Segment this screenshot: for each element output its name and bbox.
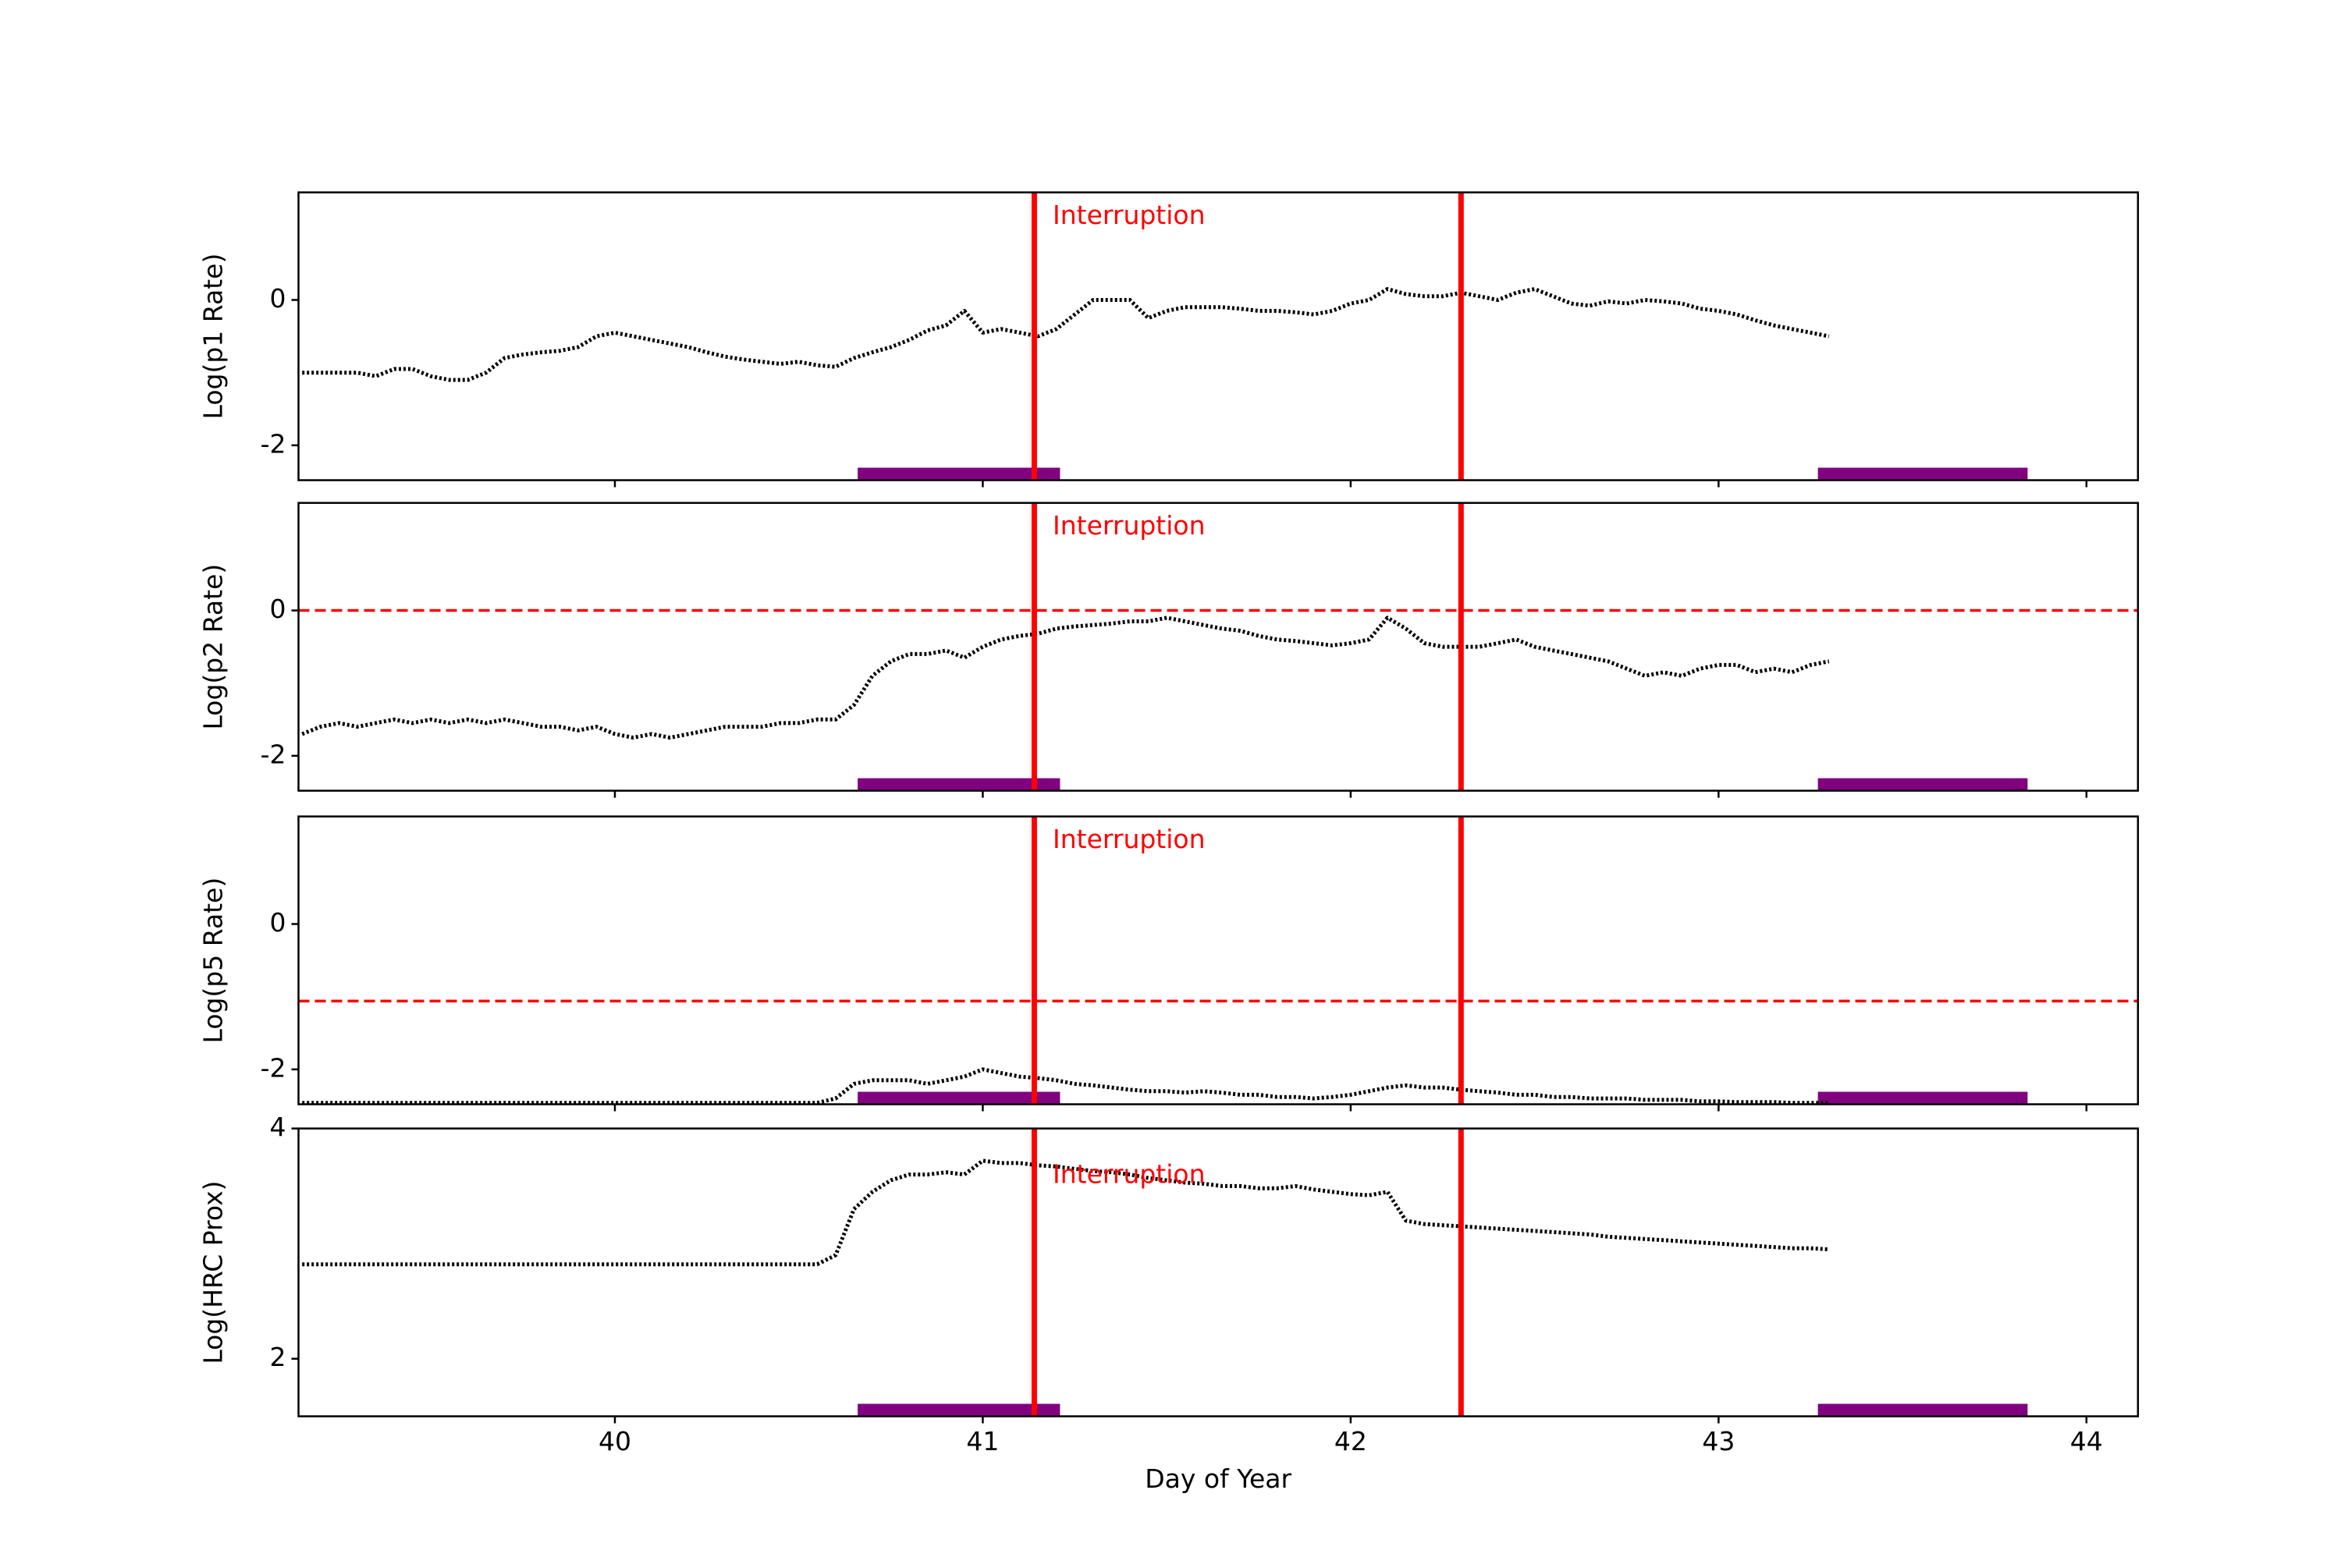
annotation: Interruption (1053, 824, 1206, 854)
axes-frame (297, 815, 2140, 1105)
y-tick-label: 0 (270, 594, 286, 624)
y-tick-label: 4 (270, 1112, 286, 1142)
data-line (302, 1158, 1829, 1267)
plot-area (298, 816, 2138, 1105)
panel: Interruption 0 -2 Log(p2 Rate) (198, 502, 2140, 798)
y-tick-label: -2 (261, 428, 286, 459)
annotation: Interruption (1053, 200, 1206, 230)
axes-frame (297, 191, 2140, 481)
panel: Interruption 0 -2 Log(p5 Rate) (198, 815, 2140, 1112)
axes-frame (297, 1127, 2140, 1417)
span-bar (858, 778, 1060, 791)
span-bar (858, 1091, 1060, 1105)
span-bar (1817, 1091, 2028, 1105)
x-tick-label: 42 (1334, 1426, 1367, 1456)
y-axis-label: Log(p5 Rate) (198, 878, 229, 1044)
annotation: Interruption (1053, 510, 1206, 541)
span-bar (1817, 1403, 2028, 1417)
data-line (302, 1067, 1829, 1105)
annotation: Interruption (1053, 1159, 1206, 1190)
y-axis-label: Log(p1 Rate) (198, 254, 229, 420)
y-tick-label: 2 (270, 1342, 286, 1372)
span-bar (858, 1403, 1060, 1417)
y-tick-label: -2 (261, 739, 286, 769)
y-axis-label: Log(HRC Prox) (198, 1180, 229, 1364)
y-tick-label: 0 (270, 283, 286, 314)
x-tick-label: 44 (2070, 1426, 2103, 1456)
x-axis-label: Day of Year (1145, 1463, 1291, 1494)
x-tick-label: 41 (966, 1426, 999, 1456)
plot-area (298, 502, 2138, 791)
plot-area (302, 192, 2028, 481)
y-axis-label: Log(p2 Rate) (198, 564, 229, 730)
x-tick-label: 43 (1702, 1426, 1735, 1456)
axes-frame (297, 502, 2140, 792)
y-tick-label: 0 (270, 907, 286, 938)
y-tick-label: -2 (261, 1052, 286, 1083)
span-bar (858, 467, 1060, 481)
plot-area (302, 1128, 2028, 1417)
data-line (301, 615, 1830, 740)
x-tick-label: 40 (599, 1426, 631, 1456)
span-bar (1817, 778, 2028, 791)
span-bar (1817, 467, 2028, 481)
panel: Interruption 0 -2 Log(p1 Rate) (198, 191, 2140, 488)
data-line (302, 287, 1830, 382)
